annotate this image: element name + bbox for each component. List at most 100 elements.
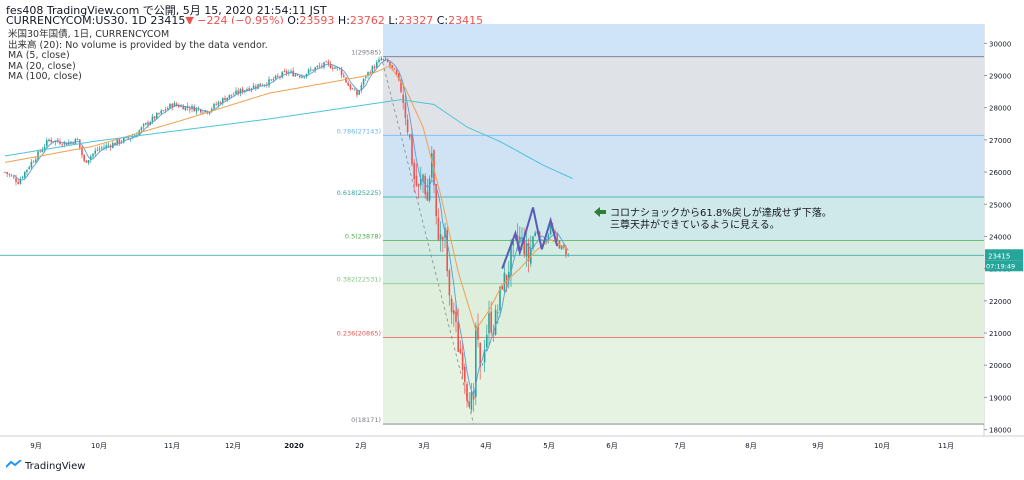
candle-body xyxy=(217,102,220,105)
candle-body xyxy=(382,58,385,60)
candle-body xyxy=(215,104,217,106)
candle-body xyxy=(140,127,143,131)
candle-body xyxy=(318,65,321,67)
annotation-line2: 三尊天井ができているように見える。 xyxy=(610,218,780,231)
candle-body xyxy=(158,112,160,114)
candle-body xyxy=(250,88,253,90)
candle-body xyxy=(167,107,169,110)
candle-body xyxy=(235,90,237,95)
tradingview-logo-icon xyxy=(5,459,22,472)
candle-body xyxy=(351,88,354,90)
low-value: 23327 xyxy=(398,14,434,27)
candle-body xyxy=(292,70,294,77)
legend-ma5[interactable]: MA (5, close) xyxy=(8,50,70,61)
time-tick-label: 9月 xyxy=(30,442,41,450)
candle-body xyxy=(50,139,52,142)
candle-body xyxy=(164,109,167,111)
time-tick-label: 4月 xyxy=(480,442,491,450)
close-value: 23415 xyxy=(448,14,484,27)
time-tick-label: 9月 xyxy=(812,442,823,450)
candle-body xyxy=(378,59,380,63)
candle-body xyxy=(202,112,204,114)
candle-body xyxy=(310,69,312,71)
candle-body xyxy=(301,76,303,78)
candle-body xyxy=(222,98,224,104)
symbol-ohlc-line: CURRENCYCOM:US30, 1D 23415▼ −224 (−0.95%… xyxy=(6,14,483,27)
candle-body xyxy=(417,184,420,187)
candle-body xyxy=(182,105,184,110)
candle-body xyxy=(10,175,13,177)
candle-body xyxy=(37,151,39,160)
head-shoulders-pattern xyxy=(501,207,559,269)
candle-body xyxy=(503,272,506,291)
candle-body xyxy=(92,153,94,157)
candle-body xyxy=(90,156,92,161)
candle-body xyxy=(39,150,41,152)
candle-body xyxy=(356,90,358,96)
candle-body xyxy=(354,89,356,91)
candle-body xyxy=(19,178,22,184)
candle-body xyxy=(87,159,90,164)
fib-zone-top xyxy=(383,24,984,57)
candle-body xyxy=(468,401,470,407)
fib-level-label: 0.382(22531) xyxy=(337,276,381,284)
legend-ma20[interactable]: MA (20, close) xyxy=(8,60,76,72)
countdown-badge-text: 07:19:49 xyxy=(986,262,1015,270)
candle-body xyxy=(349,84,352,90)
chart-legend: 米国30年国債, 1日, CURRENCYCOM 出来高 (20): No vo… xyxy=(8,29,268,83)
candle-body xyxy=(70,141,72,144)
candle-body xyxy=(28,167,30,170)
low-label: L: xyxy=(384,14,399,27)
fib-level-label: 0.618(25225) xyxy=(337,189,381,197)
candle-body xyxy=(180,105,182,107)
time-tick-label: 10月 xyxy=(874,442,890,450)
price-tick-label: 20000 xyxy=(989,362,1011,370)
candle-body xyxy=(147,122,149,125)
candle-body xyxy=(321,65,323,67)
candle-body xyxy=(490,311,492,333)
candle-body xyxy=(340,68,343,76)
candle-body xyxy=(303,76,305,78)
time-tick-label: 8月 xyxy=(745,442,756,450)
legend-ma100[interactable]: MA (100, close) xyxy=(8,71,82,82)
candle-body xyxy=(224,98,226,101)
candle-body xyxy=(325,61,327,63)
time-tick-label: 6月 xyxy=(606,442,617,450)
candle-body xyxy=(541,239,543,241)
candle-body xyxy=(246,89,248,91)
candle-body xyxy=(41,149,44,152)
footer-brand[interactable]: TradingView xyxy=(5,459,85,472)
candle-body xyxy=(171,104,173,108)
candle-body xyxy=(475,325,477,398)
time-tick-label: 2020 xyxy=(284,442,304,450)
fib-level-label: 1(29585) xyxy=(351,49,381,57)
candle-body xyxy=(525,243,528,257)
candle-body xyxy=(145,122,147,125)
price-chart[interactable]: 1(29585) 0.786(27143) 0.618(25225) 0.5(2387… xyxy=(0,24,1024,476)
candle-body xyxy=(230,94,233,96)
chart-area[interactable]: 1(29585) 0.786(27143) 0.618(25225) 0.5(2387… xyxy=(0,24,1024,476)
candle-body xyxy=(85,160,88,163)
legend-volume: 出来高 (20): No volume is provided by the d… xyxy=(8,39,268,51)
time-tick-label: 11月 xyxy=(938,442,954,450)
fib-level-label: 0.5(23878) xyxy=(345,232,381,240)
last-price-badge-text: 23415 xyxy=(988,252,1010,260)
candle-body xyxy=(323,62,325,68)
fib-zone xyxy=(383,283,984,338)
candle-body xyxy=(415,175,418,186)
candle-body xyxy=(459,349,462,354)
candle-body xyxy=(398,73,400,81)
price-tick-label: 29000 xyxy=(989,73,1011,81)
candle-body xyxy=(211,108,213,111)
candle-body xyxy=(59,141,61,145)
candle-body xyxy=(411,134,413,165)
candle-body xyxy=(431,153,433,178)
price-tick-label: 27000 xyxy=(989,137,1011,145)
candle-body xyxy=(437,217,440,240)
candle-body xyxy=(362,78,365,85)
candle-body xyxy=(512,238,514,246)
candle-body xyxy=(83,154,85,162)
candle-body xyxy=(494,309,497,335)
time-tick-label: 11月 xyxy=(164,442,180,450)
candle-body xyxy=(239,89,242,94)
